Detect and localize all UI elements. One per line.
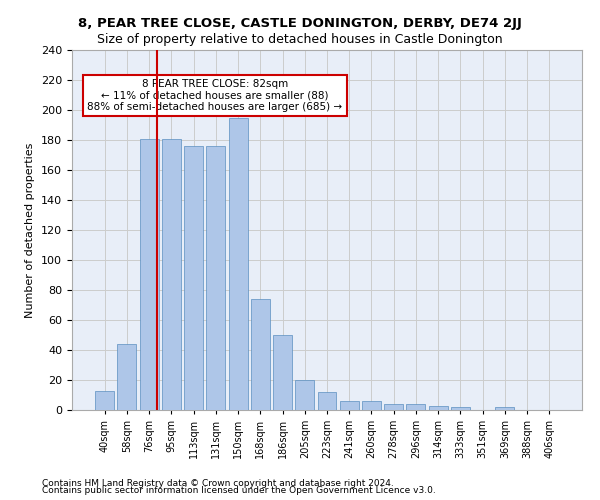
Bar	[251, 299, 270, 410]
Bar	[317, 392, 337, 410]
Bar	[362, 401, 381, 410]
Text: Size of property relative to detached houses in Castle Donington: Size of property relative to detached ho…	[97, 32, 503, 46]
Bar	[229, 118, 248, 410]
Bar	[340, 401, 359, 410]
Bar	[406, 404, 425, 410]
Text: Contains HM Land Registry data © Crown copyright and database right 2024.: Contains HM Land Registry data © Crown c…	[42, 478, 394, 488]
Bar	[95, 390, 114, 410]
Bar	[162, 138, 181, 410]
Bar	[118, 344, 136, 410]
Bar	[451, 407, 470, 410]
Bar	[273, 335, 292, 410]
Text: 8, PEAR TREE CLOSE, CASTLE DONINGTON, DERBY, DE74 2JJ: 8, PEAR TREE CLOSE, CASTLE DONINGTON, DE…	[78, 18, 522, 30]
Bar	[496, 407, 514, 410]
Y-axis label: Number of detached properties: Number of detached properties	[25, 142, 35, 318]
Bar	[140, 138, 158, 410]
Bar	[429, 406, 448, 410]
Bar	[384, 404, 403, 410]
Bar	[184, 146, 203, 410]
Bar	[295, 380, 314, 410]
Text: 8 PEAR TREE CLOSE: 82sqm
← 11% of detached houses are smaller (88)
88% of semi-d: 8 PEAR TREE CLOSE: 82sqm ← 11% of detach…	[87, 79, 343, 112]
Bar	[206, 146, 225, 410]
Text: Contains public sector information licensed under the Open Government Licence v3: Contains public sector information licen…	[42, 486, 436, 495]
